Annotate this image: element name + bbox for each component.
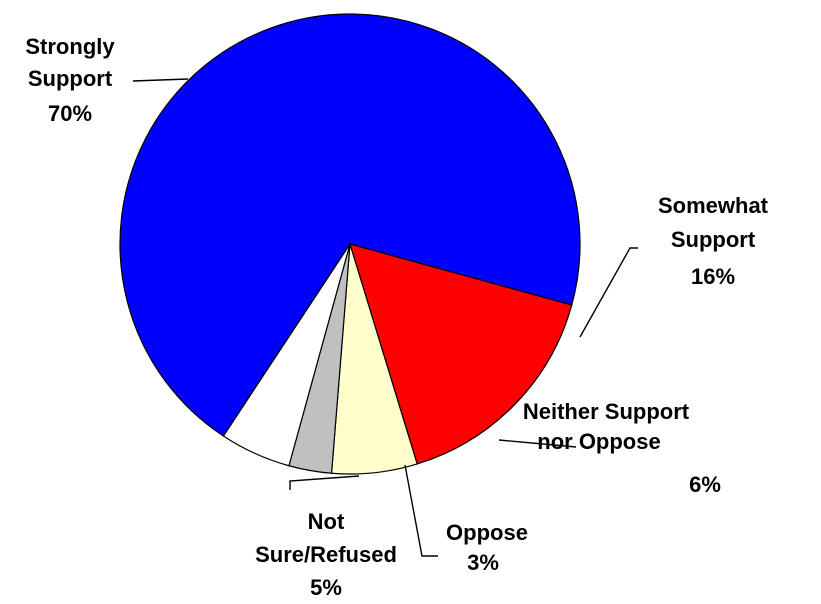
leader-line-strongly	[132, 78, 189, 82]
percent-label-oppose: 3%	[467, 550, 499, 575]
pie-slices	[119, 13, 581, 475]
percent-label-neither: 6%	[689, 472, 721, 497]
slice-label-oppose: Oppose	[446, 520, 528, 545]
slice-label-neither: Neither Support	[523, 399, 690, 424]
slice-label-notsure: Sure/Refused	[255, 542, 397, 567]
leader-line-somewhat	[579, 247, 638, 338]
percent-label-notsure: 5%	[310, 575, 342, 600]
leader-line-neither	[498, 439, 577, 448]
percent-label-strongly: 70%	[48, 101, 92, 126]
slice-label-strongly: Strongly	[25, 34, 115, 59]
slice-label-somewhat: Support	[671, 227, 756, 252]
leader-lines	[132, 78, 638, 557]
percent-label-somewhat: 16%	[691, 264, 735, 289]
pie-slice-somewhat	[349, 243, 573, 465]
slice-label-notsure: Not	[308, 509, 345, 534]
slice-labels: Neither Support nor Oppose 6% Oppose 3% Not Su…	[25, 34, 768, 600]
leader-line-oppose	[404, 464, 438, 557]
slice-label-somewhat: Somewhat	[658, 193, 769, 218]
leader-line-notsure	[289, 475, 360, 490]
pie-slice-strongly	[119, 13, 581, 437]
slice-label-neither: nor Oppose	[537, 429, 660, 454]
slice-label-strongly: Support	[28, 66, 113, 91]
